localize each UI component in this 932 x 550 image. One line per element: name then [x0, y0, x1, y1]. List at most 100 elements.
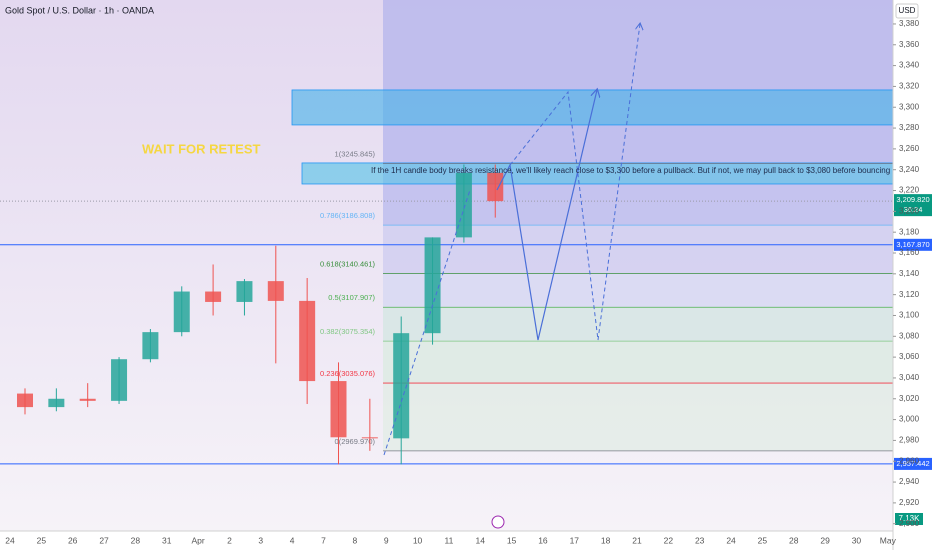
fib-label: 1(3245.845) [335, 150, 376, 159]
x-tick-label: 23 [695, 535, 705, 545]
candle-body [205, 291, 222, 302]
x-tick-label: 10 [413, 535, 423, 545]
candle-body [455, 172, 472, 238]
x-tick-label: 24 [726, 535, 736, 545]
x-tick-label: 22 [664, 535, 674, 545]
x-tick-label: 14 [476, 535, 486, 545]
currency: USD [899, 6, 916, 15]
last-price-tag [894, 194, 932, 217]
y-tick-label: 3,120 [899, 290, 920, 299]
time-axis [0, 531, 893, 550]
fib-label: 0(2969.970) [335, 437, 376, 446]
candle-body [424, 237, 441, 334]
x-tick-label: 28 [789, 535, 799, 545]
projection-solid [496, 90, 597, 341]
x-tick-label: 18 [601, 535, 611, 545]
fib-label: 0.786(3186.808) [320, 211, 376, 220]
y-tick-label: 2,920 [899, 498, 920, 507]
fib-band [383, 0, 893, 164]
y-tick-label: 3,160 [899, 248, 920, 257]
candle-body [361, 437, 378, 439]
chart-title: Gold Spot / U.S. Dollar · 1h · OANDA [5, 5, 154, 15]
x-tick-label: 27 [99, 535, 109, 545]
y-tick-label: 3,220 [899, 186, 920, 195]
x-tick-label: 21 [632, 535, 642, 545]
fib-label: 0.382(3075.354) [320, 327, 376, 336]
y-tick-label: 3,380 [899, 19, 920, 28]
price-tag-label: 2,957.442 [896, 459, 929, 468]
fib-band [383, 341, 893, 384]
y-tick-label: 2,980 [899, 436, 920, 445]
y-tick-label: 3,300 [899, 102, 920, 111]
y-tick-label: 2,940 [899, 477, 920, 486]
y-tick-label: 3,280 [899, 123, 920, 132]
candle-body [487, 172, 504, 202]
candle-body [48, 398, 65, 408]
candle-body [267, 281, 284, 301]
candle-body [393, 333, 410, 439]
y-tick-label: 2,960 [899, 456, 920, 465]
fib-label: 0.618(3140.461) [320, 259, 376, 268]
x-tick-label: 2 [227, 535, 232, 545]
price-tag [894, 238, 932, 251]
x-tick-label: 7 [321, 535, 326, 545]
y-tick-label: 3,340 [899, 61, 920, 70]
x-tick-label: 11 [444, 535, 453, 545]
last-price-label: 3,209.820 [896, 195, 929, 204]
candle-body [173, 291, 190, 333]
x-tick-label: 17 [570, 535, 580, 545]
callout: WAIT FOR RETEST [142, 141, 261, 156]
y-tick-label: 3,260 [899, 144, 920, 153]
price-tag [894, 457, 932, 470]
y-tick-label: 3,060 [899, 352, 920, 361]
projection-dashed [509, 24, 640, 341]
y-tick-label: 3,040 [899, 373, 920, 382]
candle-body [142, 332, 159, 360]
volume-label: 7.13K [899, 514, 921, 523]
x-tick-label: 30 [852, 535, 862, 545]
x-tick-label: 26 [68, 535, 78, 545]
x-tick-label: 28 [131, 535, 141, 545]
y-tick-label: 3,360 [899, 40, 920, 49]
x-tick-label: 8 [352, 535, 357, 545]
y-tick-label: 3,100 [899, 311, 920, 320]
y-tick-label: 3,020 [899, 394, 920, 403]
x-tick-label: 16 [538, 535, 548, 545]
x-tick-label: 25 [37, 535, 47, 545]
x-tick-label: 4 [290, 535, 295, 545]
volume-tag [895, 513, 923, 525]
y-tick-label: 3,240 [899, 165, 920, 174]
y-tick-label: 3,200 [899, 206, 920, 215]
y-tick-label: 3,140 [899, 269, 920, 278]
candle-body [330, 381, 347, 438]
projection-dashed [383, 189, 471, 456]
y-tick-label: 3,000 [899, 415, 920, 424]
y-tick-label: 3,320 [899, 82, 920, 91]
currency-button[interactable] [895, 3, 919, 19]
candle-body [299, 300, 316, 382]
y-tick-label: 3,080 [899, 331, 920, 340]
fib-label: 0.236(3035.076) [320, 369, 376, 378]
countdown: 36:24 [904, 205, 923, 214]
x-tick-label: 25 [758, 535, 768, 545]
price-tag-label: 3,167.870 [896, 240, 929, 249]
x-tick-label: May [880, 535, 897, 545]
fib-label: 0.5(3107.907) [328, 293, 375, 302]
fib-band [383, 273, 893, 308]
x-tick-label: 3 [258, 535, 263, 545]
x-tick-label: 29 [820, 535, 830, 545]
x-tick-label: 24 [5, 535, 15, 545]
fib-band [383, 307, 893, 342]
x-tick-label: 31 [162, 535, 172, 545]
candle-body [236, 281, 253, 302]
annotation: If the 1H candle body breaks resistance,… [371, 166, 928, 175]
x-tick-label: Apr [191, 535, 204, 545]
candle-body [17, 393, 33, 408]
x-tick-label: 15 [507, 535, 517, 545]
plot-layer: 1(3245.845) 0.786(3186.808) 0.618(3140.461… [0, 0, 894, 465]
event-icon[interactable] [491, 515, 505, 529]
candle-body [79, 398, 96, 401]
candle-body [111, 359, 128, 401]
